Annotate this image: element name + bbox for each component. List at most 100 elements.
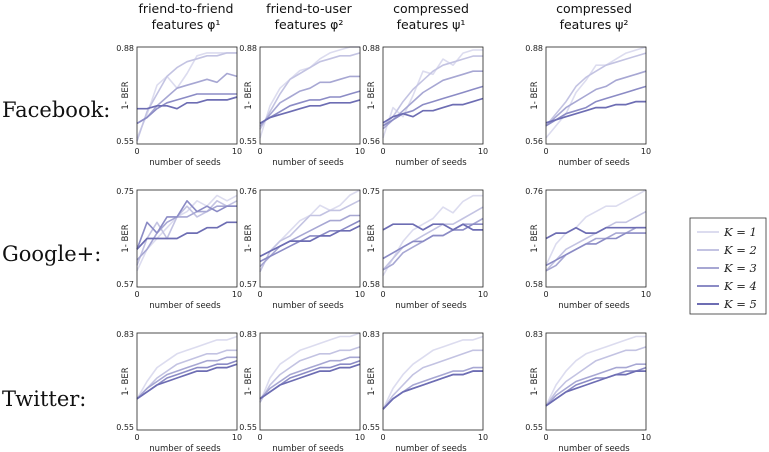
series-line-k4 [545,85,647,127]
y-axis-label: 1- BER [244,81,254,109]
series-line-k1 [136,335,238,400]
series-line-k2 [259,346,361,403]
row-label-facebook: Facebook: [2,98,110,122]
series-line-k3 [382,366,483,410]
y-tick-top: 0.83 [116,330,134,339]
x-tick-end: 10 [355,147,365,156]
x-tick-end: 10 [355,290,365,299]
series-line-k3 [136,72,238,125]
x-axis-label: number of seeds [149,301,221,311]
series-line-k5 [382,223,483,231]
x-tick-end: 10 [478,290,488,299]
series-line-k4 [136,359,238,400]
series-line-k4 [382,85,484,127]
y-tick-top: 0.75 [116,187,134,196]
y-tick-top: 0.76 [525,187,543,196]
plot-frame [545,189,647,288]
panel-r3-c3: 0.83 0.550 10 number of seeds 1- BER [362,330,488,452]
row-label-googleplus: Google+: [2,242,101,266]
y-tick-bottom: 0.55 [239,137,257,146]
series-line-k2 [382,206,484,271]
series-line-k1 [545,46,647,139]
y-axis-label: 1- BER [121,367,131,395]
y-tick-top: 0.88 [362,44,380,53]
x-axis-label: number of seeds [149,444,221,452]
series-line-k3 [545,70,647,127]
y-tick-top: 0.83 [525,330,543,339]
y-axis-label: 1- BER [367,224,377,252]
column-title-2-line1: friend-to-user [266,1,352,16]
x-tick-end: 10 [641,147,651,156]
column-title-3-line2: features ψ¹ [397,17,466,32]
series-line-k3 [382,70,483,130]
y-axis-label: 1- BER [121,224,131,252]
legend-label-k3: K = 3 [723,261,757,275]
panel-r2-c3: 0.75 0.580 10 number of seeds 1- BER [362,187,488,311]
panel-r2-c1: 0.75 0.570 10 number of seeds 1- BER [116,187,242,311]
series-line-k2 [545,52,647,127]
x-tick-start: 0 [380,147,385,156]
series-line-k4 [382,223,483,260]
series-line-k5 [382,97,484,124]
series-line-k5 [259,224,361,258]
plot-frame [259,189,361,288]
series-line-k5 [136,363,238,400]
x-axis-label: number of seeds [272,158,344,168]
x-axis-label: number of seeds [395,444,467,452]
column-title-2-line2: features φ² [275,17,344,32]
y-tick-top: 0.88 [116,44,134,53]
series-line-k4 [545,232,646,267]
x-axis-label: number of seeds [558,158,630,168]
x-tick-start: 0 [380,433,385,442]
y-tick-top: 0.88 [239,44,257,53]
legend: K = 1 K = 2 K = 3 K = 4 K = 5 [689,217,767,315]
y-tick-top: 0.76 [239,187,257,196]
series-line-k2 [382,55,483,127]
x-tick-end: 10 [478,147,488,156]
series-line-k3 [545,363,646,407]
y-tick-bottom: 0.58 [362,280,380,289]
panel-r2-c4: 0.76 0.580 10 number of seeds 1- BER [525,187,651,311]
series-line-k3 [259,214,360,268]
legend-label-k2: K = 2 [723,243,757,257]
column-title-3-line1: compressed [393,1,469,16]
y-tick-bottom: 0.55 [116,137,134,146]
y-axis-label: 1- BER [244,367,254,395]
series-line-k5 [382,370,483,410]
y-axis-label: 1- BER [121,81,131,109]
plot-frame [136,332,238,431]
panel-r2-c2: 0.76 0.570 10 number of seeds 1- BER [239,187,365,311]
series-line-k4 [136,200,237,250]
y-axis-label: 1- BER [530,224,540,252]
x-tick-end: 10 [478,433,488,442]
y-tick-bottom: 0.56 [362,137,380,146]
panel-r3-c1: 0.83 0.550 10 number of seeds 1- BER [116,330,242,452]
y-axis-label: 1- BER [530,81,540,109]
y-tick-bottom: 0.57 [116,280,134,289]
x-tick-end: 10 [355,433,365,442]
series-line-k2 [259,52,361,130]
legend-label-k1: K = 1 [723,225,757,239]
series-line-k2 [136,200,238,266]
x-tick-end: 10 [232,433,242,442]
series-line-k1 [382,49,483,139]
series-line-k5 [137,96,238,110]
series-line-k4 [136,93,237,125]
x-axis-label: number of seeds [558,444,630,452]
y-axis-label: 1- BER [530,367,540,395]
plot-frame [136,46,238,145]
y-tick-bottom: 0.58 [525,280,543,289]
y-tick-top: 0.75 [362,187,380,196]
x-tick-start: 0 [134,147,139,156]
plot-frame [382,46,484,145]
series-line-k3 [545,226,646,272]
series-line-k1 [136,194,238,272]
x-tick-end: 10 [232,147,242,156]
y-axis-label: 1- BER [244,224,254,252]
panel-r1-c4: 0.88 0.560 10 number of seeds 1- BER [525,44,651,168]
plot-frame [545,332,647,431]
plot-frame [545,46,647,145]
y-tick-bottom: 0.55 [239,423,257,432]
series-line-k2 [136,52,237,142]
